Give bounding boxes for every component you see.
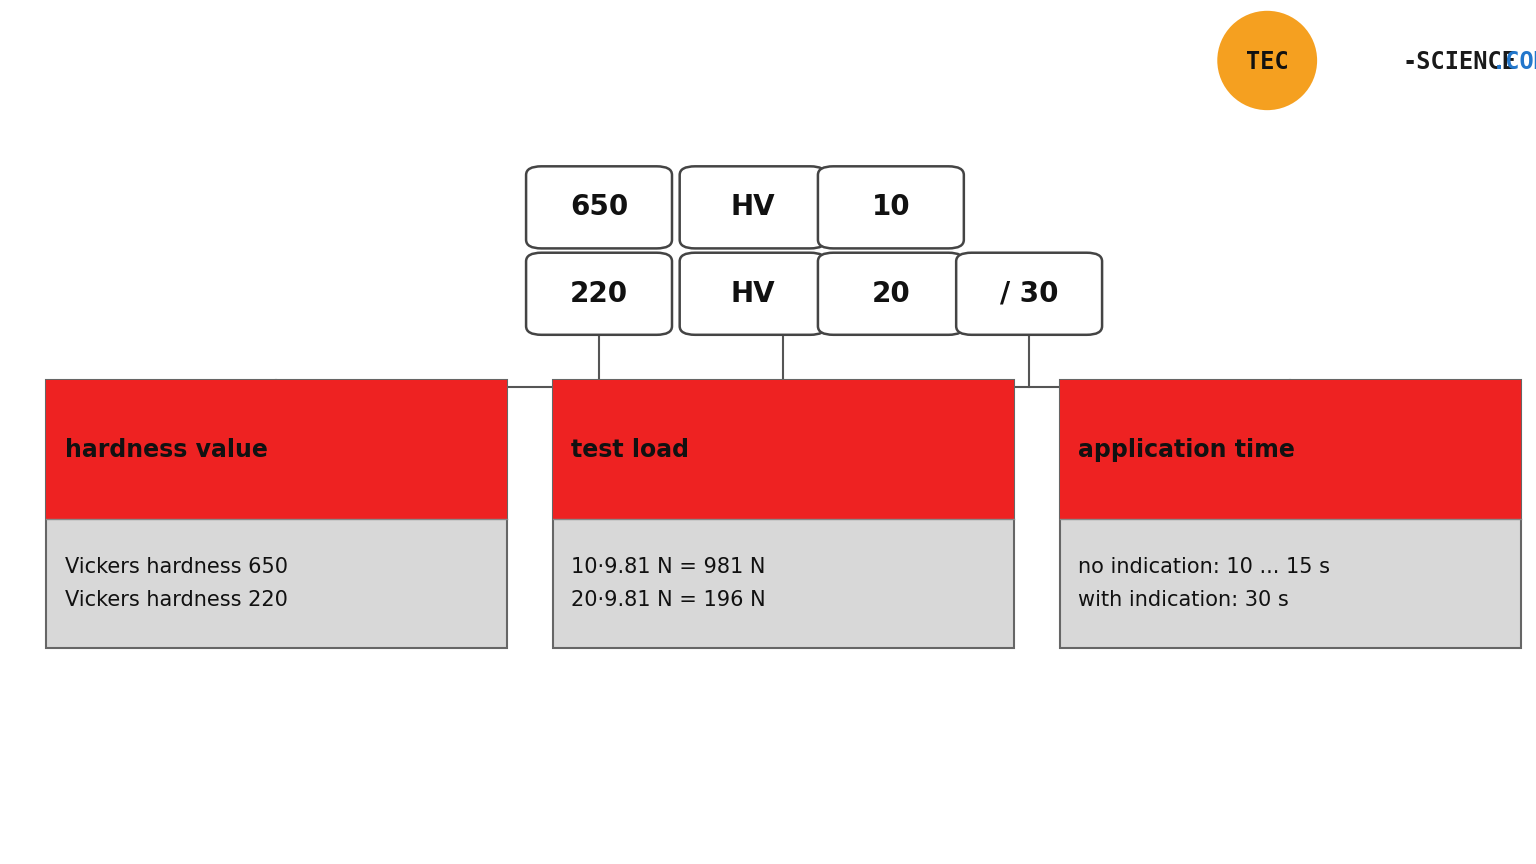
FancyBboxPatch shape <box>525 167 673 249</box>
Text: 10: 10 <box>871 194 911 221</box>
FancyBboxPatch shape <box>46 380 507 519</box>
Text: HV: HV <box>730 280 776 308</box>
FancyBboxPatch shape <box>1060 380 1521 648</box>
FancyBboxPatch shape <box>553 380 1014 648</box>
Ellipse shape <box>1217 10 1316 110</box>
FancyBboxPatch shape <box>1060 380 1521 519</box>
Text: Vickers hardness 650
Vickers hardness 220: Vickers hardness 650 Vickers hardness 22… <box>65 557 287 610</box>
Text: test load: test load <box>571 438 690 461</box>
FancyBboxPatch shape <box>553 380 1014 519</box>
FancyBboxPatch shape <box>817 167 965 249</box>
Text: TEC: TEC <box>1246 50 1289 74</box>
Text: HV: HV <box>730 194 776 221</box>
FancyBboxPatch shape <box>525 253 673 334</box>
FancyBboxPatch shape <box>955 253 1101 334</box>
Text: 10·9.81 N = 981 N
20·9.81 N = 196 N: 10·9.81 N = 981 N 20·9.81 N = 196 N <box>571 557 766 610</box>
Text: -SCIENCE: -SCIENCE <box>1402 50 1516 74</box>
Text: no indication: 10 ... 15 s
with indication: 30 s: no indication: 10 ... 15 s with indicati… <box>1078 557 1330 610</box>
Text: 20: 20 <box>871 280 911 308</box>
FancyBboxPatch shape <box>679 253 825 334</box>
FancyBboxPatch shape <box>817 253 965 334</box>
FancyBboxPatch shape <box>679 167 825 249</box>
Text: .COM: .COM <box>1491 50 1536 74</box>
Text: / 30: / 30 <box>1000 280 1058 308</box>
Text: 220: 220 <box>570 280 628 308</box>
FancyBboxPatch shape <box>46 380 507 648</box>
Text: 650: 650 <box>570 194 628 221</box>
Text: application time: application time <box>1078 438 1295 461</box>
Text: hardness value: hardness value <box>65 438 267 461</box>
